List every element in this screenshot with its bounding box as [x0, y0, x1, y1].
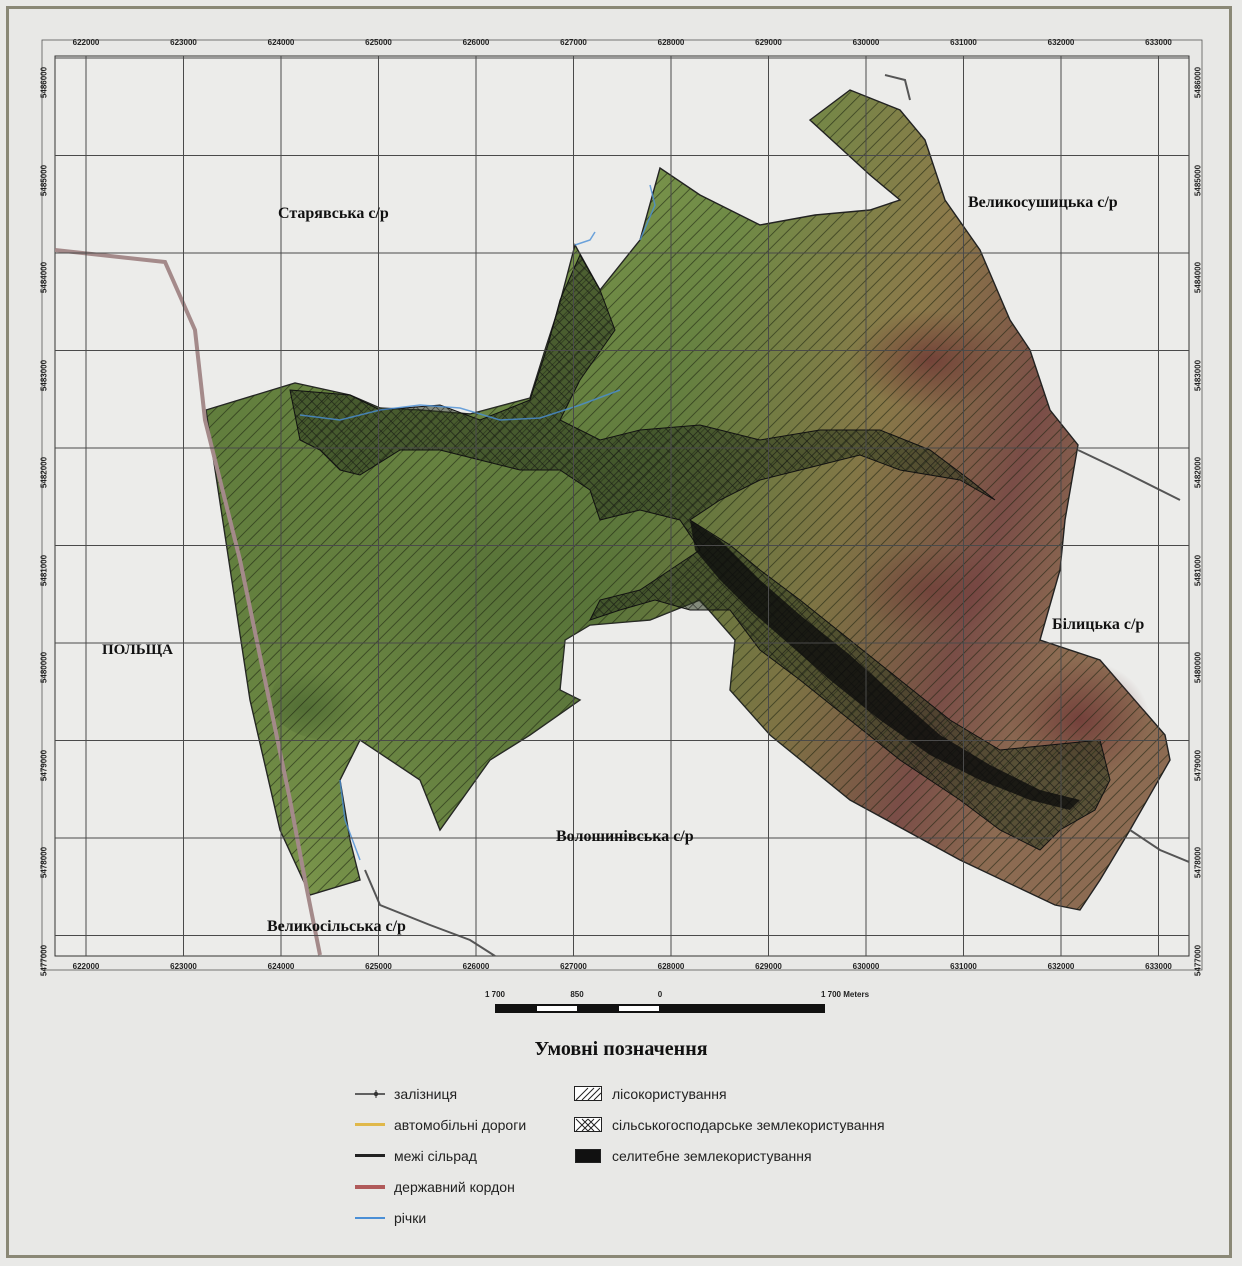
legend-item-border: державний кордон — [352, 1171, 526, 1202]
y-tick-label: 5480000 — [39, 651, 49, 684]
railway-icon — [352, 1086, 388, 1102]
legend-label: селитебне землекористування — [612, 1147, 812, 1164]
y-tick-label: 5479000 — [39, 749, 49, 781]
grid-frame — [41, 39, 1203, 971]
coordinate-grid — [55, 56, 1189, 956]
legend-item-agriculture: сільськогосподарське землекористування — [570, 1109, 885, 1140]
river-line-icon — [355, 1216, 385, 1219]
region-label-poland: ПОЛЬЩА — [102, 642, 173, 658]
y-tick-label: 5482000 — [39, 456, 49, 489]
x-tick-label: 626000 — [462, 962, 490, 971]
legend-left-column: залізниця автомобільні дороги межі сільр… — [352, 1078, 526, 1233]
x-tick-label: 633000 — [1145, 962, 1172, 971]
x-tick-label: 623000 — [170, 38, 197, 47]
x-tick-label: 632000 — [1047, 962, 1075, 971]
legend-item-settlement: селитебне землекористування — [570, 1140, 885, 1171]
y-tick-label: 5484000 — [1193, 261, 1203, 294]
y-tick-label: 5486000 — [1193, 66, 1203, 99]
legend-item-railway: залізниця — [352, 1078, 526, 1109]
region-label-voloshynivska: Волошинівська с/р — [556, 828, 694, 845]
legend-right-column: лісокористування сільськогосподарське зе… — [570, 1078, 885, 1171]
y-tick-label: 5483000 — [1193, 359, 1203, 391]
border-line-icon — [355, 1184, 385, 1189]
x-tick-label: 626000 — [462, 38, 490, 47]
y-tick-label: 5483000 — [39, 359, 49, 391]
y-tick-label: 5482000 — [1193, 456, 1203, 489]
x-tick-label: 630000 — [852, 962, 880, 971]
boundary-line-icon — [355, 1154, 385, 1157]
y-tick-label: 5485000 — [39, 164, 49, 196]
legend-label: річки — [394, 1209, 427, 1226]
legend-item-roads: автомобільні дороги — [352, 1109, 526, 1140]
x-tick-label: 624000 — [267, 38, 295, 47]
y-tick-label: 5486000 — [39, 66, 49, 99]
legend-item-rivers: річки — [352, 1202, 526, 1233]
solid-fill-icon — [575, 1148, 601, 1163]
x-tick-label: 623000 — [170, 962, 197, 971]
x-tick-label: 625000 — [365, 962, 392, 971]
y-tick-label: 5477000 — [39, 944, 49, 976]
y-tick-label: 5478000 — [1193, 846, 1203, 879]
y-tick-label: 5481000 — [1193, 554, 1203, 586]
x-tick-label: 628000 — [657, 962, 685, 971]
y-tick-label: 5480000 — [1193, 651, 1203, 684]
x-tick-label: 628000 — [657, 38, 685, 47]
y-tick-label: 5485000 — [1193, 164, 1203, 196]
legend-label: автомобільні дороги — [394, 1116, 527, 1133]
scale-label: 1 700 Meters — [820, 990, 870, 999]
x-tick-label: 630000 — [852, 38, 880, 47]
legend-label: сільськогосподарське землекористування — [612, 1116, 885, 1133]
region-label-velykosilska: Великосільська с/р — [267, 918, 406, 935]
y-tick-label: 5484000 — [39, 261, 49, 294]
x-tick-label: 633000 — [1145, 38, 1172, 47]
y-tick-label: 5479000 — [1193, 749, 1203, 781]
y-tick-label: 5478000 — [39, 846, 49, 879]
y-tick-label: 5477000 — [1193, 944, 1203, 976]
x-tick-label: 622000 — [72, 38, 100, 47]
region-label-velykosushytska: Великосушицька с/р — [968, 194, 1118, 211]
settlement-zone — [690, 520, 1080, 810]
crosshatch-icon — [574, 1117, 602, 1132]
x-tick-label: 629000 — [755, 38, 782, 47]
legend-title: Умовні позначення — [534, 1038, 708, 1060]
scale-label: 0 — [657, 990, 663, 999]
x-tick-label: 631000 — [950, 962, 977, 971]
legend-item-boundaries: межі сільрад — [352, 1140, 526, 1171]
legend-label: залізниця — [394, 1085, 458, 1102]
boundary-line — [1077, 449, 1181, 501]
x-tick-label: 629000 — [755, 962, 782, 971]
scale-label: 1 700 — [484, 990, 506, 999]
x-tick-label: 627000 — [560, 962, 587, 971]
hatch-icon — [574, 1086, 602, 1101]
x-tick-label: 625000 — [365, 38, 392, 47]
state-border — [55, 248, 322, 956]
scale-label: 850 — [570, 990, 584, 999]
legend-label: лісокористування — [612, 1085, 727, 1102]
scale-bar — [495, 1004, 825, 1013]
region-label-bilytska: Білицька с/р — [1052, 616, 1145, 633]
region-label-staryavska: Старявська с/р — [278, 205, 389, 222]
x-tick-label: 631000 — [950, 38, 977, 47]
legend-label: межі сільрад — [394, 1147, 477, 1164]
x-tick-label: 632000 — [1047, 38, 1075, 47]
x-tick-label: 624000 — [267, 962, 295, 971]
x-tick-label: 622000 — [72, 962, 100, 971]
legend-item-forest: лісокористування — [570, 1078, 885, 1109]
river — [299, 389, 621, 421]
legend-label: державний кордон — [394, 1178, 515, 1195]
x-tick-label: 627000 — [560, 38, 587, 47]
road-line-icon — [355, 1123, 385, 1126]
y-tick-label: 5481000 — [39, 554, 49, 586]
